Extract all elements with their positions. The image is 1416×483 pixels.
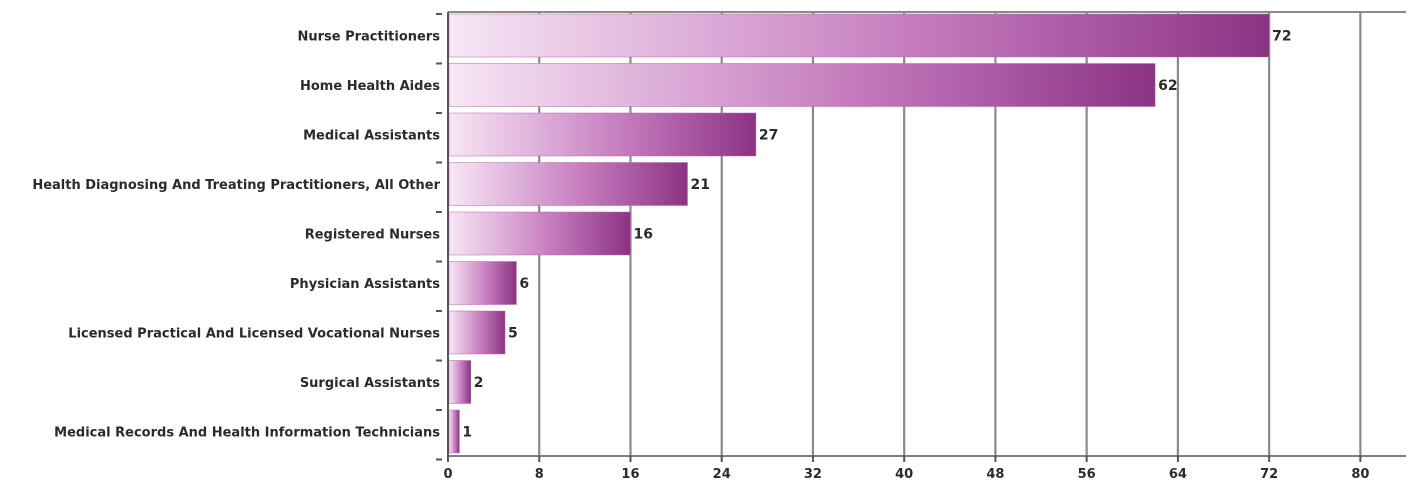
data-label: 62 bbox=[1158, 78, 1177, 94]
bar bbox=[449, 14, 1269, 57]
category-label: Home Health Aides bbox=[300, 79, 440, 94]
bar bbox=[449, 311, 505, 354]
data-label: 5 bbox=[508, 326, 518, 342]
x-tick-label: 80 bbox=[1351, 467, 1369, 482]
bars bbox=[449, 14, 1269, 453]
x-tick-label: 8 bbox=[535, 467, 544, 482]
x-tick-label: 32 bbox=[804, 467, 822, 482]
x-tick-label: 0 bbox=[443, 467, 452, 482]
data-label: 21 bbox=[691, 177, 710, 193]
bar bbox=[449, 163, 688, 206]
x-tick-label: 16 bbox=[621, 467, 639, 482]
data-label: 16 bbox=[633, 227, 652, 243]
category-label: Physician Assistants bbox=[290, 277, 440, 292]
x-tick-label: 56 bbox=[1078, 467, 1096, 482]
x-tick-label: 72 bbox=[1260, 467, 1278, 482]
bar bbox=[449, 262, 516, 305]
x-tick-label: 40 bbox=[895, 467, 913, 482]
data-label: 72 bbox=[1272, 29, 1291, 45]
category-label: Surgical Assistants bbox=[300, 376, 440, 391]
category-label: Nurse Practitioners bbox=[297, 30, 440, 45]
category-label: Licensed Practical And Licensed Vocation… bbox=[68, 327, 440, 342]
category-label: Medical Assistants bbox=[303, 129, 440, 144]
bar bbox=[449, 113, 756, 156]
category-label: Medical Records And Health Information T… bbox=[54, 426, 440, 441]
bar bbox=[449, 64, 1155, 107]
x-tick-label: 48 bbox=[986, 467, 1004, 482]
data-label: 2 bbox=[474, 375, 484, 391]
x-tick-label: 24 bbox=[713, 467, 731, 482]
bar bbox=[449, 410, 459, 453]
data-label: 1 bbox=[462, 425, 472, 441]
bar bbox=[449, 361, 471, 404]
bar bbox=[449, 212, 630, 255]
category-label: Health Diagnosing And Treating Practitio… bbox=[32, 178, 440, 193]
data-label: 6 bbox=[519, 276, 529, 292]
x-tick-label: 64 bbox=[1169, 467, 1187, 482]
category-label: Registered Nurses bbox=[305, 228, 441, 243]
data-label: 27 bbox=[759, 128, 778, 144]
